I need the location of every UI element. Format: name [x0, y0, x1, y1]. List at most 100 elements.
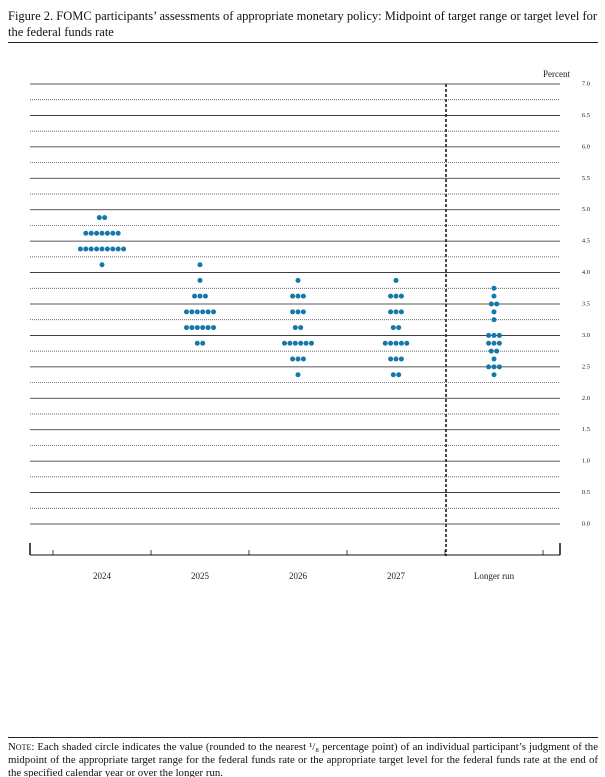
dot — [491, 293, 497, 299]
y-tick-label: 0.5 — [582, 489, 590, 496]
dot — [295, 372, 301, 378]
dot — [491, 372, 497, 378]
dot — [496, 332, 502, 338]
dot — [491, 285, 497, 291]
dot — [184, 325, 189, 331]
dot — [396, 372, 402, 378]
dot — [282, 340, 287, 346]
x-tick-label: 2026 — [289, 571, 308, 581]
dot — [88, 246, 94, 252]
y-tick-label: 0.0 — [582, 520, 590, 527]
dot — [96, 215, 102, 221]
y-tick-label: 3.5 — [582, 300, 590, 307]
dot — [197, 262, 203, 268]
dot — [110, 246, 116, 252]
dot — [200, 325, 206, 331]
y-tick-label: 4.5 — [582, 238, 590, 245]
x-tick-label: 2025 — [191, 571, 210, 581]
dot — [398, 309, 404, 315]
dot — [189, 309, 195, 315]
dot — [300, 356, 306, 362]
dot — [393, 356, 399, 362]
dot — [396, 325, 402, 331]
dot — [99, 262, 105, 268]
dot — [194, 309, 200, 315]
dot — [121, 246, 127, 252]
note: Note: Each shaded circle indicates the v… — [8, 741, 598, 777]
y-tick-label: 1.0 — [582, 458, 590, 465]
dot — [303, 340, 309, 346]
y-tick-label: 7.0 — [582, 80, 590, 87]
dot — [94, 246, 100, 252]
dot — [194, 325, 200, 331]
note-label: Note: — [8, 741, 35, 753]
dot — [192, 293, 198, 299]
dot — [110, 230, 116, 236]
dot — [398, 340, 404, 346]
dot — [205, 325, 211, 331]
dot — [388, 340, 394, 346]
dot — [189, 325, 195, 331]
dot — [404, 340, 410, 346]
x-tick-label: 2024 — [93, 571, 112, 581]
dot — [99, 230, 105, 236]
note-text: Each shaded circle indicates the value (… — [8, 741, 598, 777]
dot — [486, 340, 492, 346]
x-tick-label: 2027 — [387, 571, 406, 581]
y-tick-label: 6.0 — [582, 143, 590, 150]
dot — [309, 340, 314, 346]
dot — [295, 356, 301, 362]
dot — [486, 364, 492, 370]
dot — [211, 309, 216, 315]
dot — [390, 372, 396, 378]
dot — [202, 293, 208, 299]
dot — [496, 340, 502, 346]
dot — [83, 230, 89, 236]
dot — [300, 309, 306, 315]
y-tick-label: 5.5 — [582, 175, 590, 182]
y-tick-label: 6.5 — [582, 112, 590, 119]
dot — [290, 293, 296, 299]
dot — [491, 364, 497, 370]
dot — [115, 230, 121, 236]
y-tick-label: 2.5 — [582, 363, 590, 370]
dot — [491, 356, 497, 362]
dot — [488, 348, 494, 354]
dot — [295, 309, 301, 315]
dot — [115, 246, 121, 252]
dot — [77, 246, 83, 252]
dot — [382, 340, 388, 346]
y-tick-label: 3.0 — [582, 332, 590, 339]
dot — [494, 301, 500, 307]
dot — [388, 309, 394, 315]
x-tick-label: Longer run — [474, 571, 515, 581]
dot — [393, 340, 399, 346]
dot — [292, 340, 298, 346]
dot — [197, 277, 203, 283]
y-tick-label: 2.0 — [582, 395, 590, 402]
dot — [292, 325, 298, 331]
dot — [298, 325, 304, 331]
dot — [390, 325, 396, 331]
dot — [491, 317, 497, 323]
dot — [298, 340, 304, 346]
dot — [290, 309, 296, 315]
dot — [491, 332, 497, 338]
dot — [295, 277, 301, 283]
dot — [491, 309, 497, 315]
dot — [94, 230, 100, 236]
dot — [496, 364, 502, 370]
y-axis-label: Percent — [543, 69, 570, 79]
y-tick-label: 4.0 — [582, 269, 590, 276]
dot — [393, 277, 399, 283]
dot — [200, 340, 206, 346]
dot — [83, 246, 89, 252]
dot — [398, 356, 404, 362]
dot — [393, 309, 399, 315]
dot — [393, 293, 399, 299]
rule — [8, 737, 598, 738]
dot — [488, 301, 494, 307]
dot — [102, 215, 108, 221]
rule — [8, 42, 598, 43]
